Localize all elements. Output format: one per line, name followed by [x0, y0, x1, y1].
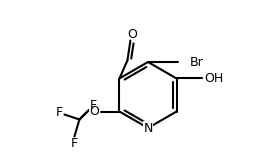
Text: Br: Br — [190, 56, 204, 68]
Text: F: F — [90, 99, 97, 112]
Text: OH: OH — [205, 72, 224, 85]
Text: N: N — [143, 122, 153, 134]
Text: O: O — [128, 28, 137, 41]
Text: F: F — [56, 106, 63, 119]
Text: O: O — [90, 105, 99, 118]
Text: F: F — [71, 137, 78, 150]
